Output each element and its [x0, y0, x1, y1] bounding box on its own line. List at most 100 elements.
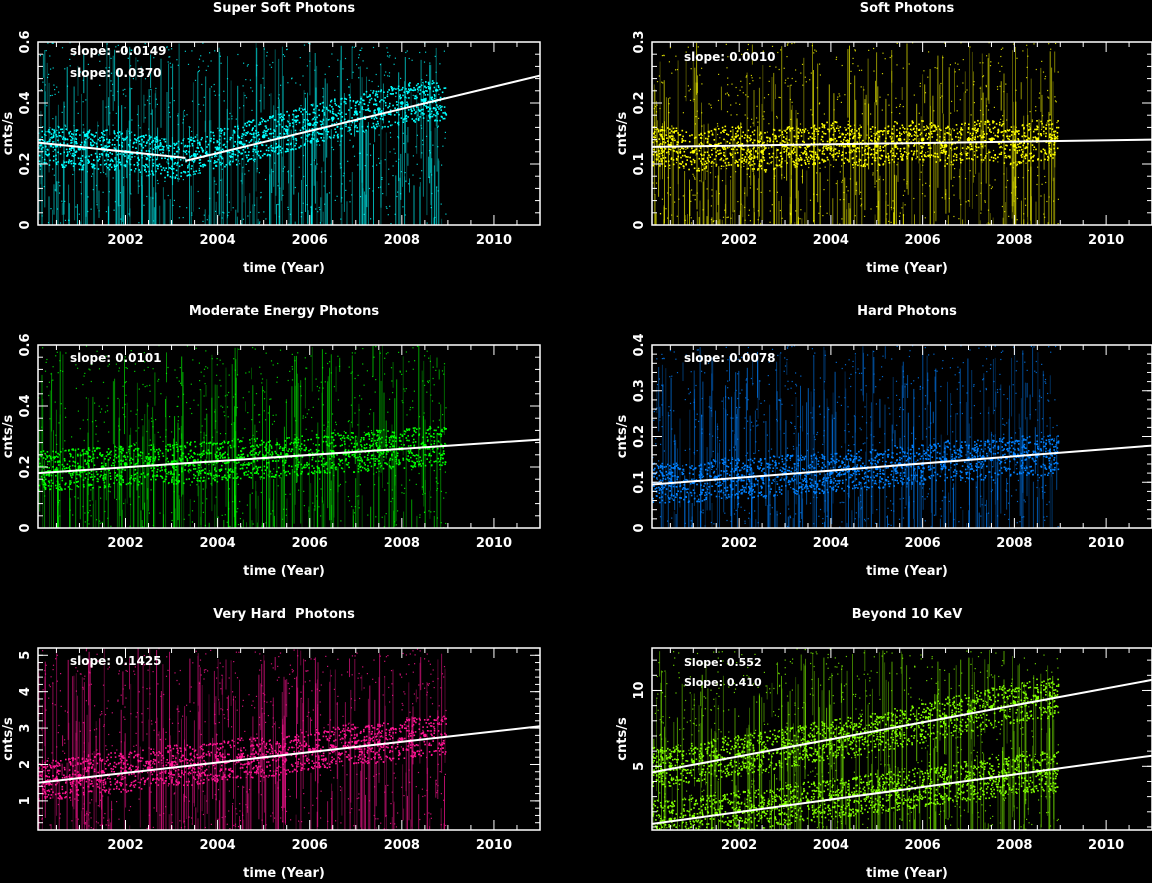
x-tick-label: 2004 — [813, 838, 849, 853]
data-point — [989, 705, 994, 709]
slope-annotation: slope: 0.0370 — [70, 66, 162, 80]
y-tick-label: 0.4 — [18, 394, 33, 417]
data-point — [943, 143, 948, 148]
y-axis-label: cnts/s — [1, 415, 16, 459]
data-point — [331, 744, 335, 749]
x-tick-label: 2006 — [905, 233, 941, 248]
data-point — [192, 153, 197, 157]
x-tick-label: 2004 — [813, 536, 849, 551]
panel-1: 2002 2004 2006 2008 2010 0 0.2 0.4 0.6 Super Soft… — [1, 1, 541, 276]
x-tick-label: 2010 — [1088, 838, 1124, 853]
data-point — [1012, 700, 1017, 705]
chart-title: Super Soft Photons — [213, 1, 355, 16]
x-axis-label: time (Year) — [866, 866, 948, 881]
y-tick-label: 0.3 — [632, 30, 647, 53]
data-point — [875, 143, 879, 148]
x-tick-label: 2006 — [905, 536, 941, 551]
data-point — [400, 101, 404, 105]
y-tick-label: 0.6 — [18, 333, 33, 356]
y-tick-label: 1 — [18, 796, 33, 805]
fit-line — [38, 141, 186, 159]
plot-frame — [651, 647, 1152, 831]
y-tick-label: 10 — [632, 681, 647, 699]
x-tick-label: 2006 — [292, 838, 328, 853]
y-tick-label: 0.4 — [632, 333, 647, 356]
x-axis-label: time (Year) — [866, 261, 948, 276]
data-point — [691, 150, 696, 154]
x-tick-label: 2010 — [1088, 233, 1124, 248]
fit-line — [38, 438, 540, 475]
chart-title: Hard Photons — [857, 304, 957, 319]
data-point — [146, 766, 151, 770]
y-tick-label: 0.2 — [18, 152, 33, 175]
y-axis-label: cnts/s — [1, 717, 16, 761]
panel-6: 2002 2004 2006 2008 2010 5 10 Beyond 10 KeV time… — [615, 607, 1152, 881]
data-point — [307, 122, 312, 127]
y-tick-label: 0 — [18, 523, 33, 532]
data-point — [760, 150, 764, 154]
data-point — [668, 764, 673, 769]
y-tick-label: 2 — [18, 760, 33, 769]
data-point — [307, 748, 312, 752]
y-tick-label: 0.2 — [632, 91, 647, 114]
data-point — [943, 457, 948, 462]
fit-line — [652, 138, 1152, 148]
y-tick-label: 0 — [632, 523, 647, 532]
data-point — [966, 137, 971, 142]
slope-annotation: slope: 0.0078 — [684, 351, 776, 365]
y-tick-label: 0.2 — [632, 425, 647, 448]
data-point — [169, 762, 174, 767]
data-point — [331, 116, 335, 121]
data-point — [897, 137, 902, 142]
x-tick-label: 2004 — [813, 233, 849, 248]
x-tick-label: 2010 — [1088, 536, 1124, 551]
plot-frame — [651, 41, 1152, 226]
x-tick-label: 2002 — [721, 536, 757, 551]
scatter-cloud — [652, 42, 1060, 225]
scatter-cloud — [38, 345, 447, 528]
slope-annotation: slope: 0.0101 — [70, 351, 162, 365]
y-tick-label: 0.6 — [18, 30, 33, 53]
x-tick-label: 2008 — [996, 233, 1032, 248]
slope-annotation: slope: 0.0010 — [684, 50, 776, 64]
x-tick-label: 2008 — [384, 536, 420, 551]
data-point — [238, 140, 243, 145]
y-axis-label: cnts/s — [615, 717, 630, 761]
y-tick-label: 0 — [632, 220, 647, 229]
data-point — [261, 134, 266, 139]
plot-frame — [37, 647, 541, 831]
x-tick-label: 2002 — [721, 233, 757, 248]
data-point — [829, 471, 833, 475]
slope-annotation: slope: 0.1425 — [70, 654, 162, 668]
data-point — [829, 137, 833, 142]
data-point — [77, 465, 82, 469]
x-tick-label: 2008 — [996, 536, 1032, 551]
data-point — [123, 462, 128, 466]
x-axis-label: time (Year) — [866, 564, 948, 579]
chart-title: Very Hard Photons — [213, 607, 355, 622]
x-tick-label: 2006 — [905, 838, 941, 853]
chart-title: Beyond 10 KeV — [852, 607, 963, 622]
fit-line — [652, 444, 1152, 486]
data-point — [966, 709, 971, 714]
x-tick-label: 2004 — [200, 838, 236, 853]
data-point — [423, 733, 427, 738]
y-tick-label: 0.4 — [18, 91, 33, 114]
y-tick-label: 5 — [632, 762, 647, 771]
x-tick-label: 2008 — [996, 838, 1032, 853]
x-tick-label: 2002 — [107, 838, 143, 853]
x-tick-label: 2008 — [384, 233, 420, 248]
x-tick-label: 2010 — [476, 233, 512, 248]
plot-frame — [37, 344, 541, 529]
y-axis-label: cnts/s — [615, 415, 630, 459]
y-tick-label: 0.2 — [18, 455, 33, 478]
data-point — [691, 760, 696, 764]
x-tick-label: 2004 — [200, 233, 236, 248]
data-point — [77, 773, 82, 778]
data-point — [423, 98, 427, 102]
scatter-cloud — [38, 648, 447, 830]
y-tick-label: 0.1 — [632, 152, 647, 175]
panel-4: 2002 2004 2006 2008 2010 0 0.1 0.2 0.3 0.4 Hard Ph… — [615, 304, 1152, 579]
x-tick-label: 2002 — [107, 233, 143, 248]
